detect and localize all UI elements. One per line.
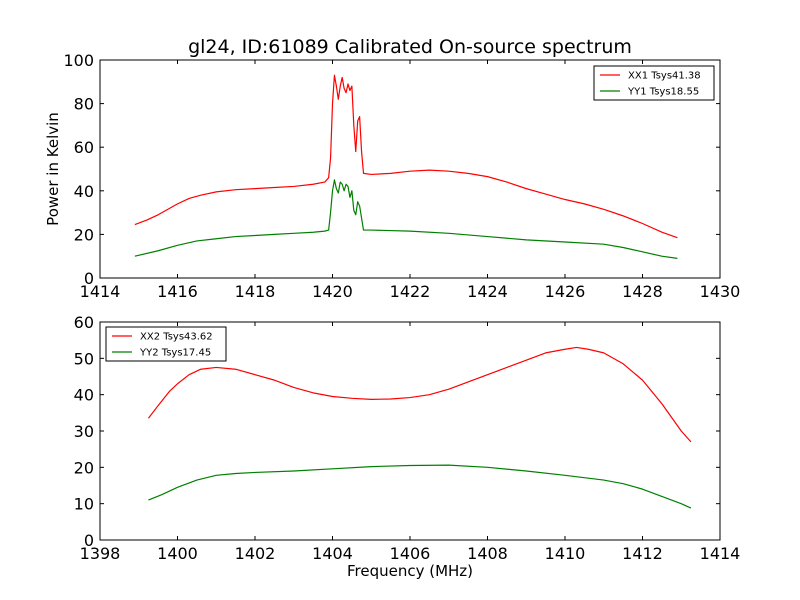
x-tick-label: 1430 — [700, 282, 741, 301]
legend: XX2 Tsys43.62 YY2 Tsys17.45 — [105, 326, 227, 362]
legend: XX1 Tsys41.38 YY1 Tsys18.55 — [593, 65, 715, 101]
chart-panel-1: 1414 1416 1418 1420 1422 1424 1426 1428 1430 0 20 4… — [44, 36, 740, 301]
x-tick-label: 1420 — [312, 282, 353, 301]
y-tick-label: 10 — [74, 495, 94, 514]
plot-layer: 1414 1416 1418 1420 1422 1424 1426 1428 1430 0 20 4… — [44, 36, 740, 580]
x-tick-label: 1410 — [545, 544, 586, 563]
x-tick-label: 1414 — [700, 544, 741, 563]
x-tick-label: 1428 — [622, 282, 663, 301]
series-line-1 — [147, 346, 692, 443]
legend-label: XX1 Tsys41.38 — [628, 71, 701, 82]
legend-box — [593, 65, 715, 101]
y-tick-label: 80 — [74, 95, 94, 114]
x-tick-label: 1422 — [390, 282, 431, 301]
y-tick-label: 20 — [74, 458, 94, 477]
y-axis-label: Power in Kelvin — [44, 112, 62, 226]
x-tick-label: 1412 — [622, 544, 663, 563]
series-line-2 — [134, 179, 678, 259]
y-tick-label: 60 — [74, 313, 94, 332]
x-tick-label: 1404 — [312, 544, 353, 563]
x-tick-label: 1400 — [157, 544, 198, 563]
y-tick-label: 60 — [74, 138, 94, 157]
y-tick-label: 100 — [63, 51, 94, 70]
y-tick-label: 30 — [74, 422, 94, 441]
y-tick-label: 20 — [74, 225, 94, 244]
x-tick-label: 1416 — [157, 282, 198, 301]
x-tick-label: 1424 — [467, 282, 508, 301]
y-tick-label: 0 — [84, 531, 94, 550]
series-line-2 — [148, 464, 692, 509]
y-tick-label: 40 — [74, 386, 94, 405]
x-tick-label: 1398 — [80, 544, 121, 563]
legend-label: YY2 Tsys17.45 — [139, 348, 211, 359]
legend-box — [105, 326, 227, 362]
x-tick-label: 1414 — [80, 282, 121, 301]
x-tick-label: 1408 — [467, 544, 508, 563]
x-tick-label: 1426 — [545, 282, 586, 301]
y-tick-label: 40 — [74, 182, 94, 201]
y-tick-label: 0 — [84, 269, 94, 288]
x-tick-label: 1406 — [390, 544, 431, 563]
legend-label: XX2 Tsys43.62 — [140, 332, 213, 343]
legend-label: YY1 Tsys18.55 — [627, 87, 699, 98]
y-tick-label: 50 — [74, 349, 94, 368]
x-axis-label: Frequency (MHz) — [347, 562, 473, 580]
x-tick-label: 1418 — [235, 282, 276, 301]
chart-title: gl24, ID:61089 Calibrated On-source spec… — [188, 36, 632, 58]
x-tick-label: 1402 — [235, 544, 276, 563]
series-line-1 — [134, 74, 678, 239]
chart-panel-2: 1398 1400 1402 1404 1406 1408 1410 1412 1414 0 10 2… — [74, 313, 741, 580]
